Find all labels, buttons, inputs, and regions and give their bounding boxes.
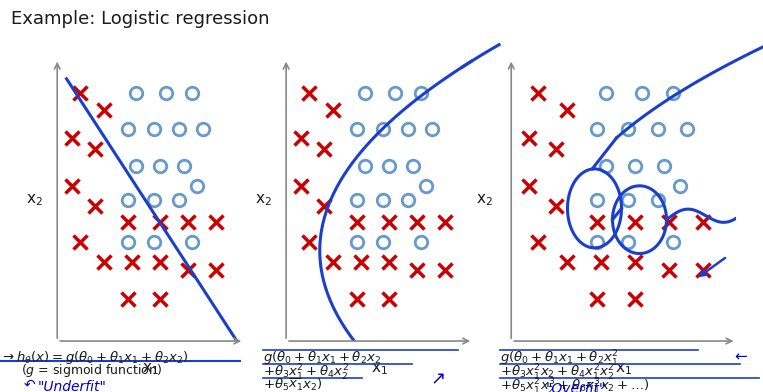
Text: "Overfit": "Overfit"	[546, 382, 606, 392]
Text: x$_2$: x$_2$	[256, 192, 272, 208]
Text: $\curvearrowleft$: $\curvearrowleft$	[21, 376, 37, 390]
Text: $+\theta_3 x_1^2 + \theta_4 x_2^2$: $+\theta_3 x_1^2 + \theta_4 x_2^2$	[263, 363, 349, 383]
Text: x$_1$: x$_1$	[371, 361, 388, 377]
Text: $+\theta_3 x_1^2 x_2 + \theta_4 x_1^2 x_2^2$: $+\theta_3 x_1^2 x_2 + \theta_4 x_1^2 x_…	[500, 363, 614, 383]
Text: $(g$ = sigmoid function$)$: $(g$ = sigmoid function$)$	[21, 362, 163, 379]
Text: $\nearrow$: $\nearrow$	[427, 370, 446, 388]
Text: $\leftarrow$: $\leftarrow$	[732, 349, 749, 364]
Text: Example: Logistic regression: Example: Logistic regression	[11, 10, 270, 28]
Text: $g(\theta_0 + \theta_1 x_1 + \theta_2 x_1^2$: $g(\theta_0 + \theta_1 x_1 + \theta_2 x_…	[500, 349, 618, 369]
Text: $+\theta_5 \overline{x}_1 x_2)$: $+\theta_5 \overline{x}_1 x_2)$	[263, 377, 323, 392]
Text: $g(\theta_0 + \theta_1 x_1 + \theta_2 x_2$: $g(\theta_0 + \theta_1 x_1 + \theta_2 x_…	[263, 349, 382, 366]
Text: $\rightarrow h_\theta(x) = g(\theta_0 + \theta_1 x_1 + \theta_2 x_2)$: $\rightarrow h_\theta(x) = g(\theta_0 + …	[0, 349, 188, 366]
Text: $+\theta_5 x_1^2 x_2^3 + \theta_6 x_1^3 x_2 + \ldots)$: $+\theta_5 x_1^2 x_2^3 + \theta_6 x_1^3 …	[500, 377, 649, 392]
Text: x$_1$: x$_1$	[142, 361, 159, 377]
Text: x$_1$: x$_1$	[615, 361, 633, 377]
Text: x$_2$: x$_2$	[476, 192, 493, 208]
Text: "Underfit": "Underfit"	[38, 380, 107, 392]
Text: x$_2$: x$_2$	[27, 192, 43, 208]
